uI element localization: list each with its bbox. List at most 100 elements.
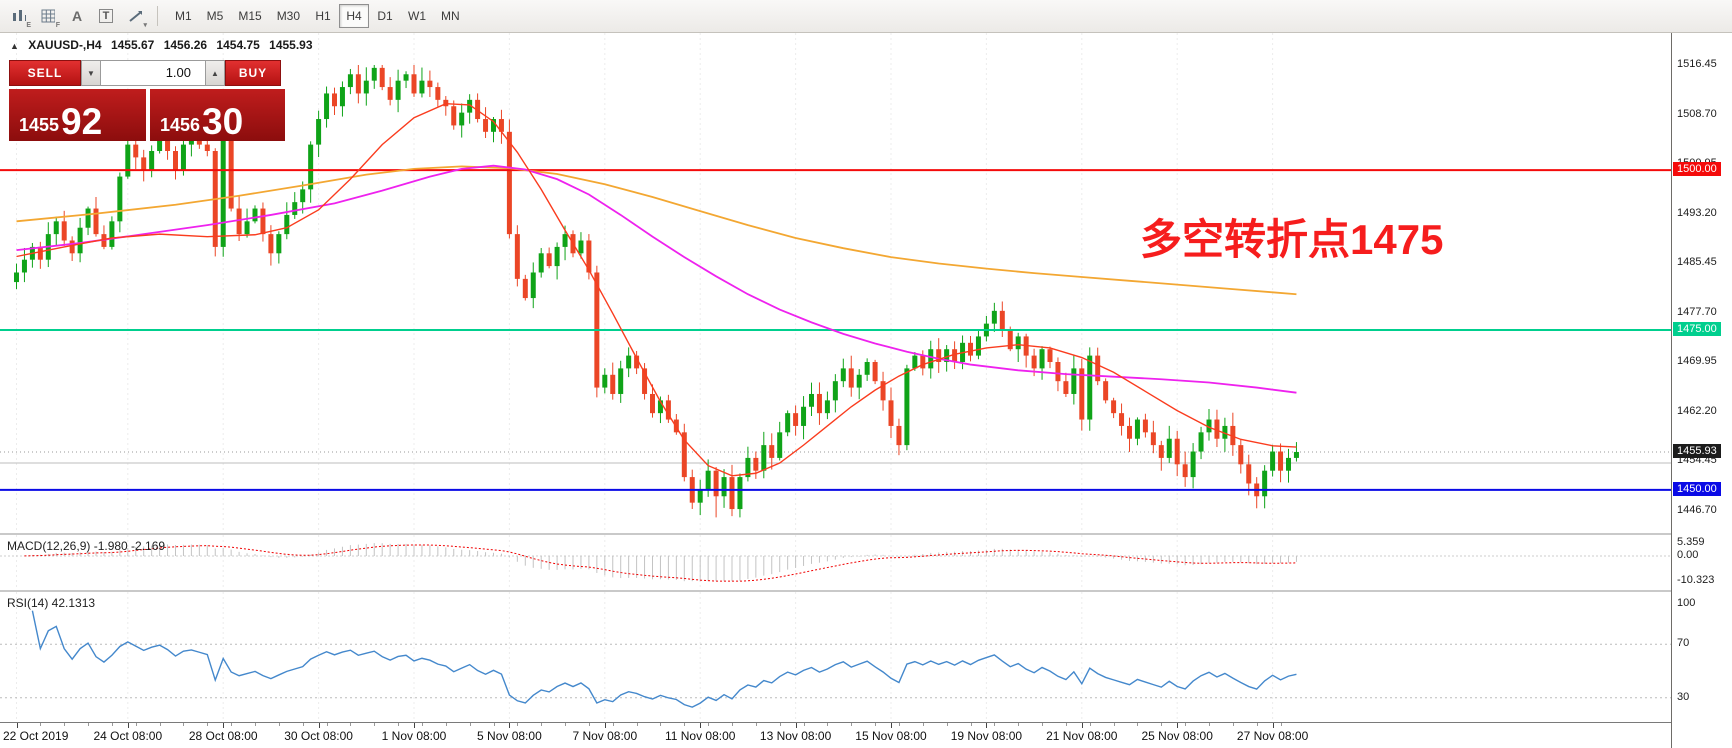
panel-collapse-arrow[interactable]: ▲ [10,41,19,51]
time-minor-tick [1280,723,1282,726]
time-minor-tick [326,723,328,726]
time-label: 22 Oct 2019 [3,729,69,743]
chart-style-icon [13,9,26,21]
time-major-tick [223,723,225,728]
time-minor-tick [255,723,256,726]
rsi-line [31,610,1297,708]
time-label: 24 Oct 08:00 [93,729,163,743]
time-minor-tick [732,723,733,726]
time-minor-tick [421,723,423,726]
chart-style-button[interactable]: E [6,3,32,29]
time-axis[interactable]: 22 Oct 2019 24 Oct 08:00 28 Oct 08:00 30 Oc… [0,722,1671,748]
time-minor-tick [875,723,877,726]
buy-button[interactable]: BUY [225,60,281,86]
time-label: 27 Nov 08:00 [1236,729,1309,743]
price-tick-1485.45: 1485.45 [1677,256,1717,269]
timeframe-button-h1[interactable]: H1 [308,4,338,28]
time-minor-tick [946,723,948,726]
time-minor-tick [1161,723,1163,726]
timeframe-button-m30[interactable]: M30 [270,4,307,28]
time-minor-tick [183,723,185,726]
time-minor-tick [851,723,853,726]
macd-canvas[interactable] [0,535,1671,590]
text-box-tool-icon: T [98,9,114,23]
buy-price-display[interactable]: 1456 30 [150,89,285,141]
timeframe-button-m5[interactable]: M5 [200,4,231,28]
timeframe-button-mn[interactable]: MN [434,4,467,28]
time-minor-tick [159,723,161,726]
volume-decrease-button[interactable]: ▼ [81,60,101,86]
time-label: 25 Nov 08:00 [1141,729,1213,743]
time-major-tick [127,723,129,728]
time-minor-tick [302,723,304,726]
ohlc-low: 1454.75 [216,38,260,52]
time-minor-tick [612,723,614,726]
ohlc-high: 1456.26 [163,38,208,52]
text-tool-button[interactable]: A [64,3,90,29]
time-minor-tick [1018,723,1020,726]
volume-input[interactable]: 1.00 [101,60,205,86]
time-minor-tick [135,723,137,726]
chart-annotation-text[interactable]: 多空转折点1475 [1140,216,1444,263]
time-minor-tick [565,723,567,726]
sell-price-display[interactable]: 1455 92 [9,89,146,141]
time-minor-tick [755,723,757,726]
grid-button[interactable]: F [35,3,61,29]
sell-button[interactable]: SELL [9,60,81,86]
price-tick-1516.45: 1516.45 [1677,58,1717,70]
ma-line-magenta [16,164,1297,394]
time-minor-tick [350,723,352,726]
macd-signal-line [24,544,1297,582]
timeframe-button-m1[interactable]: M1 [168,4,199,28]
price-tick-1477.70: 1477.70 [1677,305,1717,318]
time-minor-tick [111,723,113,726]
timeframe-button-d1[interactable]: D1 [370,4,400,28]
timeframe-button-m15[interactable]: M15 [231,4,268,28]
time-minor-tick [278,723,280,726]
time-major-tick [1272,723,1274,728]
time-minor-tick [1256,723,1258,726]
time-minor-tick [827,723,829,726]
time-label: 13 Nov 08:00 [759,729,832,743]
grid-icon [41,9,55,22]
price-tick-1469.95: 1469.95 [1677,355,1717,368]
time-label: 5 Nov 08:00 [477,729,542,743]
time-minor-tick [660,723,662,726]
ma-line-red [16,102,1297,477]
time-minor-tick [1137,723,1139,726]
timeframe-button-h4[interactable]: H4 [339,4,370,28]
panel-separator-macd[interactable] [0,533,1671,535]
macd-axis-0.00: 0.00 [1677,549,1699,561]
icon-sub-label: F [55,22,60,29]
time-major-tick [891,723,892,728]
draw-tools-button[interactable]: ▾ [122,3,148,29]
timeframe-button-w1[interactable]: W1 [401,4,433,28]
text-tool-icon: A [71,8,83,24]
time-minor-tick [994,723,996,726]
time-minor-tick [541,723,543,726]
time-minor-tick [88,723,90,726]
time-minor-tick [779,723,781,726]
rsi-axis-70: 70 [1677,637,1690,650]
sell-price-small: 1455 [19,115,60,135]
time-minor-tick [493,723,495,726]
time-minor-tick [1065,723,1067,726]
panel-separator-rsi[interactable] [0,590,1671,592]
time-minor-tick [1185,723,1187,726]
time-label: 7 Nov 08:00 [572,729,638,743]
price-axis[interactable]: 1516.451508.701500.951493.201485.451477.… [1671,33,1732,748]
time-minor-tick [64,723,66,726]
time-major-tick [700,723,702,728]
time-major-tick [1081,723,1083,728]
buy-price-big: 30 [202,100,244,142]
time-minor-tick [398,723,400,726]
ohlc-open: 1455.67 [110,38,155,52]
volume-increase-button[interactable]: ▲ [205,60,225,86]
time-major-tick [795,723,797,728]
rsi-canvas[interactable] [0,592,1671,722]
text-box-tool-button[interactable]: T [93,3,119,29]
time-minor-tick [636,723,638,726]
price-level-badge-1450.00: 1450.00 [1673,481,1721,496]
time-minor-tick [469,723,471,726]
sell-price-big: 92 [61,100,103,142]
